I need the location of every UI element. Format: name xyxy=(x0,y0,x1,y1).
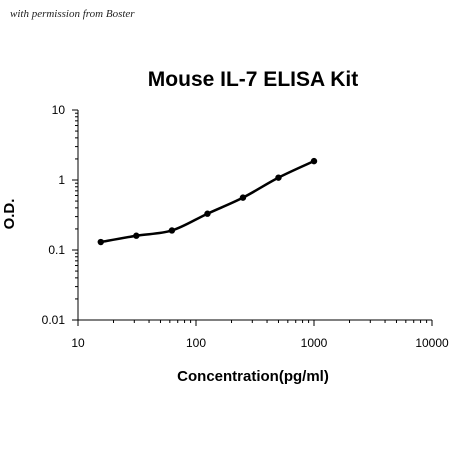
axis-tick-labels: 10 100 1000 10000 0.01 0.1 1 10 xyxy=(42,103,449,350)
x-axis-label: Concentration(pg/ml) xyxy=(177,368,329,385)
x-tick-label: 1000 xyxy=(301,336,328,350)
y-tick-label: 1 xyxy=(58,173,65,187)
y-tick-label: 10 xyxy=(52,103,66,117)
chart-title: Mouse IL-7 ELISA Kit xyxy=(148,68,358,91)
data-points xyxy=(97,157,318,246)
watermark: with permission from Boster xyxy=(10,8,135,20)
data-point xyxy=(133,232,140,239)
fit-curve xyxy=(100,159,315,244)
x-tick-label: 10 xyxy=(71,336,85,350)
data-point xyxy=(239,194,247,201)
data-point xyxy=(168,227,176,234)
x-tick-label: 100 xyxy=(186,336,206,350)
data-point xyxy=(310,157,318,165)
x-tick-label: 10000 xyxy=(415,336,449,350)
plot-area: 10 100 1000 10000 0.01 0.1 1 10 xyxy=(42,103,449,350)
y-tick-label: 0.01 xyxy=(42,313,66,327)
axis-ticks xyxy=(72,109,433,326)
data-point xyxy=(275,174,282,181)
data-point xyxy=(204,210,211,217)
y-tick-label: 0.1 xyxy=(48,243,65,257)
y-axis-label: O.D. xyxy=(1,199,18,230)
data-point xyxy=(97,238,104,246)
